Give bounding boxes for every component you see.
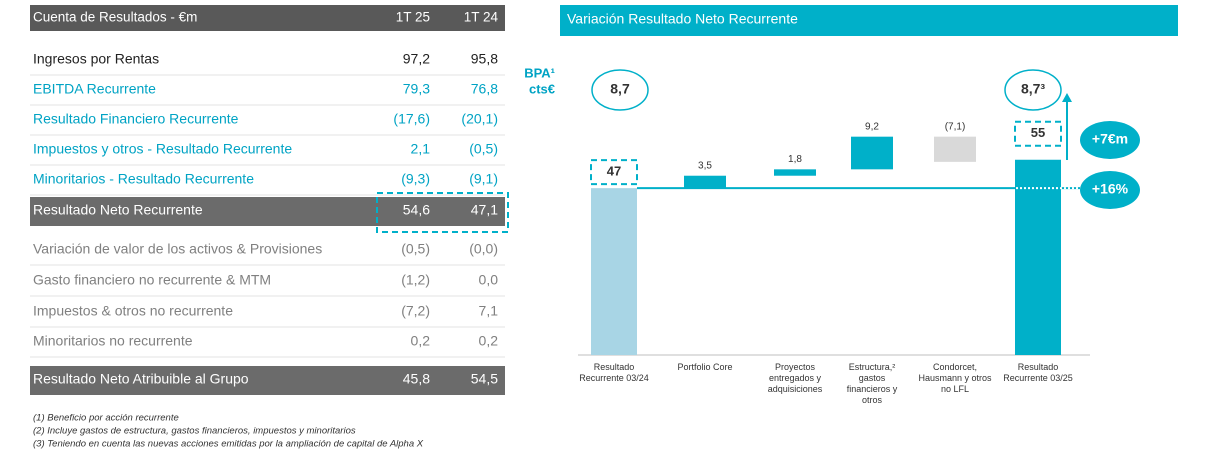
table-cell: (9,1) [469,171,498,187]
table-cell: Gasto financiero no recurrente & MTM [33,272,271,288]
x-tick-label-line: Recurrente 03/24 [579,373,649,383]
x-tick-label-line: Resultado [1018,362,1059,372]
x-tick-label: Proyectos entregados y adquisiciones [768,362,823,394]
eps-unit: cts€ [529,81,555,96]
row-bg [30,197,505,226]
table-cell: Resultado Neto Atribuible al Grupo [33,371,249,387]
table-cell: (0,0) [469,241,498,257]
eps-circle [591,69,649,111]
x-tick-label: Estructura,² gastos financieros y otros [847,362,898,405]
footnote: (3) Teniendo en cuenta las nuevas accion… [33,439,424,450]
x-tick-label-line: no LFL [941,384,969,394]
value-label: 3,5 [698,160,712,171]
table-cell: (1,2) [401,272,430,288]
x-tick-label: Condorcet, Hausmann y otros no LFL [918,362,992,394]
x-tick-label: Portfolio Core [677,362,732,372]
table-cell: (9,3) [401,171,430,187]
table-header-cell: 1T 25 [396,10,430,25]
table-cell: (0,5) [469,141,498,157]
x-tick-label-line: Estructura,² [849,362,896,372]
delta-abs: +7€m [1092,131,1128,147]
eps-circle [1004,69,1062,111]
value-label: 55 [1031,125,1045,140]
table-cell: (0,5) [401,241,430,257]
bar [684,175,726,189]
delta-pct: +16% [1092,181,1129,197]
footnote: (2) Incluye gastos de estructura, gastos… [33,426,356,437]
table-cell: 0,2 [411,333,431,349]
table-cell: Minoritarios - Resultado Recurrente [33,171,254,187]
value-box [1014,120,1062,147]
table-header-bg [30,5,505,31]
arrow-head [1062,93,1072,102]
x-tick-label-line: Hausmann y otros [918,373,992,383]
footnote: (1) Beneficio por acción recurrente [33,413,179,424]
bar [774,169,816,176]
x-tick-label-line: otros [862,395,883,405]
value-label: 1,8 [788,154,802,165]
table-cell: (17,6) [393,111,430,127]
x-tick-label-line: adquisiciones [768,384,823,394]
eps-end: 8,7³ [1021,81,1045,97]
highlight-box [376,192,509,233]
table-cell: 47,1 [471,202,498,218]
x-tick-label-line: entregados y [769,373,822,383]
table-cell: 0,0 [479,272,499,288]
table-cell: (7,2) [401,303,430,319]
table-cell: Variación de valor de los activos & Prov… [33,241,322,257]
row-bg [30,366,505,395]
delta-circle [1080,121,1140,159]
table-cell: Minoritarios no recurrente [33,333,193,349]
table-cell: Resultado Neto Recurrente [33,202,203,218]
table-cell: 54,6 [403,202,430,218]
chart-header-bg [560,5,1178,36]
x-tick-label-line: gastos [859,373,886,383]
chart-title: Variación Resultado Neto Recurrente [567,11,798,27]
x-tick-label: Resultado Recurrente 03/24 [579,362,649,383]
table-cell: 45,8 [403,371,430,387]
table-cell: Ingresos por Rentas [33,51,159,67]
table-cell: 76,8 [471,81,498,97]
table-cell: 54,5 [471,371,498,387]
value-box [590,159,638,186]
bar [851,136,893,170]
x-tick-label-line: Portfolio Core [677,362,732,372]
x-tick-label-line: Condorcet, [933,362,977,372]
x-tick-label-line: Recurrente 03/25 [1003,373,1073,383]
value-label: 47 [607,164,621,179]
table-cell: 79,3 [403,81,430,97]
table-cell: Impuestos & otros no recurrente [33,303,233,319]
table-cell: EBITDA Recurrente [33,81,156,97]
table-cell: Resultado Financiero Recurrente [33,111,239,127]
table-cell: 7,1 [479,303,499,319]
table-cell: 0,2 [479,333,499,349]
delta-circle [1080,171,1140,209]
table-cell: Impuestos y otros - Resultado Recurrente [33,141,292,157]
eps-label: BPA¹ [524,65,555,80]
table-cell: 95,8 [471,51,498,67]
bar [1015,159,1061,355]
x-tick-label: Resultado Recurrente 03/25 [1003,362,1073,383]
table-header-cell: Cuenta de Resultados - €m [33,10,197,25]
x-tick-label-line: Resultado [594,362,635,372]
x-tick-label-line: Proyectos [775,362,816,372]
table-cell: 2,1 [411,141,431,157]
value-label: 9,2 [865,121,879,132]
x-tick-label-line: financieros y [847,384,898,394]
table-cell: (20,1) [461,111,498,127]
eps-start: 8,7 [610,81,630,97]
table-cell: 97,2 [403,51,430,67]
bar [934,136,976,162]
bar [591,188,637,355]
table-header-cell: 1T 24 [464,10,499,25]
value-label: (7,1) [945,121,966,132]
